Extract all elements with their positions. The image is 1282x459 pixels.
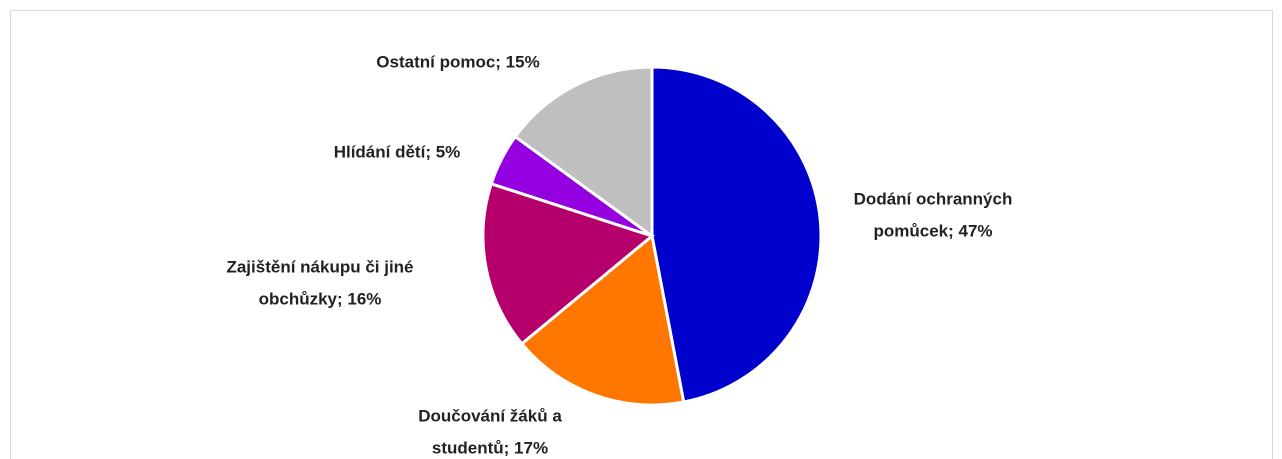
data-label: Zajištění nákupu či jiné — [226, 257, 413, 276]
data-label: obchůzky; 16% — [259, 289, 382, 308]
data-label: Hlídání dětí; 5% — [334, 142, 461, 161]
pie-slice — [519, 233, 686, 407]
data-label: pomůcek; 47% — [873, 221, 992, 240]
data-label: studentů; 17% — [432, 438, 548, 457]
pie-slice — [650, 65, 823, 404]
pie-slice — [513, 65, 654, 239]
data-label: Ostatní pomoc; 15% — [376, 52, 539, 71]
data-label: Doučování žáků a — [418, 406, 562, 425]
data-label: Dodání ochranných — [854, 189, 1013, 208]
